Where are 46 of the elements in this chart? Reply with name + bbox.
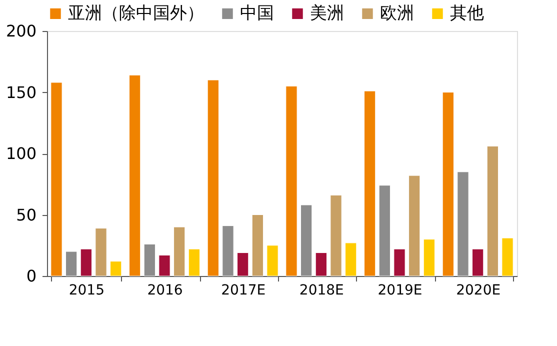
bar bbox=[207, 80, 219, 276]
legend-label: 其他 bbox=[450, 4, 484, 24]
bar bbox=[95, 228, 107, 276]
bar bbox=[457, 172, 469, 276]
x-tick-label: 2020E bbox=[456, 282, 501, 298]
bar bbox=[330, 194, 342, 276]
bar bbox=[408, 175, 420, 276]
bar bbox=[50, 82, 62, 276]
bar bbox=[423, 239, 435, 276]
bar bbox=[222, 226, 234, 276]
x-tick-label: 2018E bbox=[299, 282, 344, 298]
y-tick-label: 100 bbox=[6, 144, 36, 163]
x-tick-label: 2016 bbox=[147, 282, 183, 298]
x-tick-label: 2017E bbox=[221, 282, 266, 298]
bar bbox=[188, 248, 200, 276]
legend-label: 亚洲（除中国外） bbox=[68, 4, 204, 24]
bar bbox=[472, 248, 484, 276]
bar bbox=[286, 86, 298, 276]
bar bbox=[502, 238, 514, 276]
bar bbox=[174, 226, 186, 276]
legend-label: 中国 bbox=[240, 4, 274, 24]
y-tick-label: 0 bbox=[26, 266, 36, 286]
bar bbox=[394, 248, 406, 276]
bar bbox=[364, 90, 376, 276]
bar bbox=[158, 254, 170, 276]
bar bbox=[144, 244, 156, 276]
y-tick-label: 150 bbox=[6, 82, 36, 102]
y-tick-label: 200 bbox=[6, 22, 36, 40]
bar bbox=[252, 214, 264, 276]
legend-label: 欧洲 bbox=[380, 4, 414, 24]
bar bbox=[378, 185, 390, 276]
bar bbox=[66, 251, 78, 276]
bar bbox=[442, 92, 454, 276]
bar bbox=[237, 252, 249, 276]
bar bbox=[129, 74, 141, 276]
bar bbox=[80, 248, 92, 276]
bar bbox=[486, 146, 498, 276]
bar bbox=[315, 252, 327, 276]
bar bbox=[345, 242, 357, 276]
bar bbox=[110, 261, 122, 276]
legend-label: 美洲 bbox=[310, 4, 344, 24]
x-tick-label: 2019E bbox=[378, 282, 422, 298]
y-tick-label: 50 bbox=[16, 205, 36, 224]
x-tick-label: 2015 bbox=[68, 282, 104, 298]
bar bbox=[300, 204, 312, 276]
bar bbox=[266, 245, 278, 276]
